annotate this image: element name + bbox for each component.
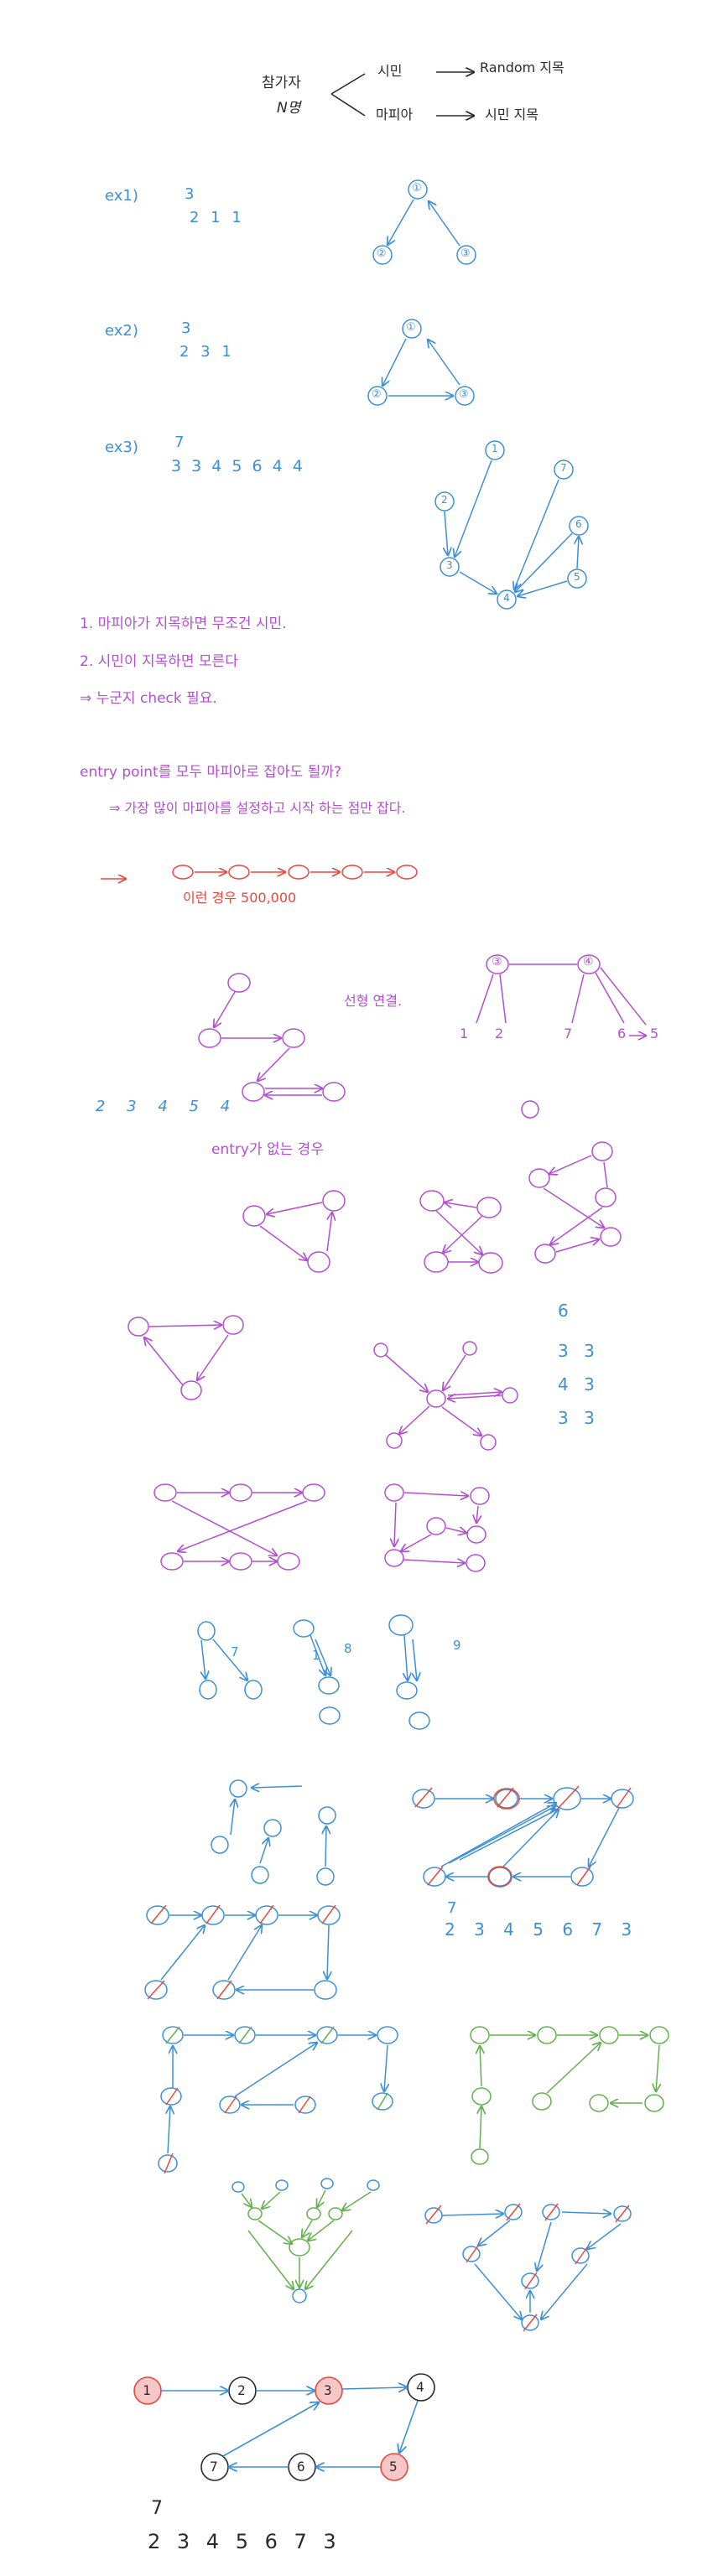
green-blue-graph-left <box>158 2026 398 2174</box>
ex3-seq: 3 3 4 5 6 4 4 <box>171 457 305 475</box>
ex1-node-label-2: ② <box>377 247 387 260</box>
tree-digit-8: 8 <box>344 1641 352 1656</box>
side-number-2: 3 3 <box>558 1341 600 1361</box>
ex1-node-label-3: ③ <box>460 247 471 260</box>
mafia-action: 시민 지목 <box>485 106 538 122</box>
tree-leaf-1: 1 <box>460 1026 469 1041</box>
tree-leaf-2: 2 <box>495 1026 504 1041</box>
participants-label: 참가자 <box>262 75 301 91</box>
final-label-3: 3 <box>324 2382 332 2398</box>
tree-leaf-5: 5 <box>650 1026 659 1041</box>
ex3-node-label-1: 1 <box>492 443 498 454</box>
header-branch <box>330 72 474 116</box>
final-seq: 2 3 4 5 6 7 3 <box>148 2530 341 2553</box>
note-line-5: ⇒ 가장 많이 마피아를 설정하고 시작 하는 점만 잡다. <box>109 800 406 816</box>
participants-count: N명 <box>277 100 301 117</box>
final-label-4: 4 <box>416 2379 424 2395</box>
final-label-5: 5 <box>389 2459 398 2475</box>
tree-node-4: ④ <box>583 955 594 969</box>
ex2-node-2 <box>367 386 388 406</box>
ex2-node-3 <box>455 386 475 406</box>
ex3-node-label-5: 5 <box>574 571 580 583</box>
note-line-4: entry point를 모두 마피아로 잡아도 될까? <box>80 764 342 781</box>
ex1-n: 3 <box>185 185 195 203</box>
ex2-node-label-2: ② <box>372 388 382 401</box>
purple-tree <box>476 954 646 1036</box>
blue-red-graph-right <box>412 1785 634 1888</box>
final-graph <box>133 2373 435 2481</box>
red-blue-cluster <box>424 2203 632 2332</box>
tree-node-3: ③ <box>492 955 502 969</box>
example7-seq: 2 3 4 5 6 7 3 <box>445 1919 639 1940</box>
tree-leaf-6: 6 <box>617 1026 627 1041</box>
citizen-action: Random 지목 <box>480 60 565 75</box>
no-entry-note: entry가 없는 경우 <box>211 1141 324 1158</box>
ex3-graph <box>434 440 589 610</box>
tree-digit-7: 7 <box>231 1644 239 1659</box>
note-line-3: ⇒ 누군지 check 필요. <box>80 690 217 707</box>
ex3-node-label-4: 4 <box>503 592 510 604</box>
ex3-node-label-2: 2 <box>441 494 448 506</box>
ex3-node-label-7: 7 <box>560 462 567 474</box>
ex2-n: 3 <box>181 319 191 337</box>
ex2-node-label-3: ③ <box>459 388 469 401</box>
side-number-3: 4 3 <box>558 1374 600 1394</box>
side-number-1: 6 <box>558 1301 569 1321</box>
note-line-2: 2. 시민이 지목하면 모른다 <box>80 653 238 670</box>
ex1-label: ex1) <box>105 187 138 205</box>
final-label-1: 1 <box>143 2382 151 2398</box>
red-chain <box>101 865 418 879</box>
purple-no-entry-graphs <box>127 1100 622 1451</box>
ex1-graph <box>372 179 476 265</box>
ex2-node-1 <box>402 319 422 339</box>
purple-linear <box>198 973 346 1102</box>
blue-red-graph-left <box>144 1904 341 2000</box>
blue-trees <box>197 1614 430 1886</box>
ex1-node-1 <box>408 179 428 200</box>
ex3-node-label-3: 3 <box>446 559 453 571</box>
purple-pair-graphs <box>153 1483 490 1572</box>
final-n: 7 <box>151 2498 163 2519</box>
ex3-n: 7 <box>174 434 185 451</box>
ex3-label: ex3) <box>105 439 138 456</box>
tree-leaf-7: 7 <box>564 1026 573 1041</box>
ex2-graph <box>367 319 475 406</box>
ex1-node-3 <box>456 245 476 265</box>
tree-digit-9: 9 <box>453 1638 461 1653</box>
note-line-1: 1. 마피아가 지목하면 무조건 시민. <box>80 615 287 632</box>
citizen-label: 시민 <box>377 63 403 79</box>
final-label-2: 2 <box>237 2382 246 2398</box>
final-label-7: 7 <box>210 2459 218 2475</box>
ex2-node-label-1: ① <box>406 321 416 334</box>
ex3-node-label-6: 6 <box>575 518 582 530</box>
final-label-6: 6 <box>297 2459 305 2475</box>
converging-graph <box>232 2178 380 2303</box>
ex2-seq: 2 3 1 <box>180 343 235 361</box>
chain-note: 이런 경우 500,000 <box>183 890 297 906</box>
linear-label: 선형 연결. <box>344 993 403 1009</box>
ex1-node-2 <box>372 245 393 265</box>
ex1-seq: 2 1 1 <box>190 209 245 226</box>
side-number-4: 3 3 <box>558 1408 600 1428</box>
example7-n: 7 <box>447 1899 457 1917</box>
green-graph-right <box>470 2026 669 2165</box>
tree-digit-1: 1 <box>312 1648 320 1663</box>
mafia-label: 마피아 <box>376 106 414 122</box>
seq-note: 2 3 4 5 4 <box>96 1098 239 1115</box>
ex2-label: ex2) <box>105 322 138 340</box>
ex1-node-label-1: ① <box>412 182 422 195</box>
